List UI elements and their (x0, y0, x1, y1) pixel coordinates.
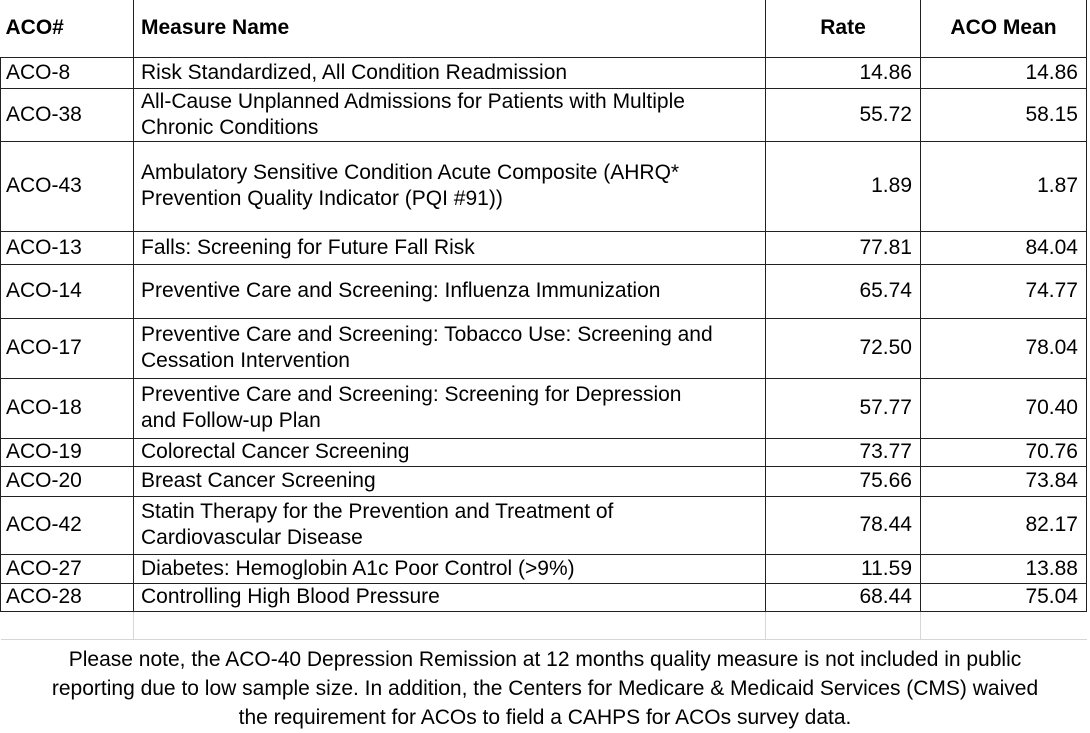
header-row: ACO# Measure Name Rate ACO Mean (0, 0, 1087, 58)
rate-cell: 14.86 (765, 56, 921, 89)
aco-number-cell: ACO-42 (0, 495, 134, 555)
table-row: ACO-20 Breast Cancer Screening 75.66 73.… (0, 465, 1087, 497)
aco-mean-cell: 78.04 (920, 317, 1087, 379)
rate-cell: 65.74 (765, 263, 921, 319)
aco-mean-cell: 1.87 (920, 140, 1087, 232)
rate-cell: 78.44 (765, 495, 921, 555)
aco-number-cell: ACO-20 (0, 465, 134, 497)
table-row: ACO-13 Falls: Screening for Future Fall … (0, 230, 1087, 265)
aco-mean-cell: 70.76 (920, 437, 1087, 467)
aco-mean-cell: 73.84 (920, 465, 1087, 497)
aco-mean-cell: 70.40 (920, 377, 1087, 439)
aco-mean-cell: 84.04 (920, 230, 1087, 265)
measure-name-cell: Statin Therapy for the Prevention and Tr… (133, 495, 766, 555)
aco-number-cell: ACO-28 (0, 582, 134, 612)
measure-name-cell: Preventive Care and Screening: Influenza… (133, 263, 766, 319)
footnote: Please note, the ACO-40 Depression Remis… (0, 640, 1090, 733)
aco-mean-cell: 14.86 (920, 56, 1087, 89)
table-row: ACO-19 Colorectal Cancer Screening 73.77… (0, 437, 1087, 467)
rate-cell: 77.81 (765, 230, 921, 265)
empty-spacer-row (0, 611, 1087, 640)
column-header-rate: Rate (765, 0, 921, 58)
aco-mean-cell: 74.77 (920, 263, 1087, 319)
measure-name-cell: Ambulatory Sensitive Condition Acute Com… (133, 140, 766, 232)
rate-cell: 75.66 (765, 465, 921, 497)
rate-cell: 73.77 (765, 437, 921, 467)
aco-number-cell: ACO-13 (0, 230, 134, 265)
empty-cell (765, 611, 921, 640)
rate-cell: 11.59 (765, 553, 921, 584)
measure-name-cell: All-Cause Unplanned Admissions for Patie… (133, 87, 766, 142)
aco-mean-cell: 58.15 (920, 87, 1087, 142)
aco-number-cell: ACO-18 (0, 377, 134, 439)
column-header-measure-name: Measure Name (133, 0, 766, 58)
aco-number-cell: ACO-27 (0, 553, 134, 584)
aco-quality-measures-table: ACO# Measure Name Rate ACO Mean ACO-8 Ri… (0, 0, 1087, 640)
rate-cell: 1.89 (765, 140, 921, 232)
table-row: ACO-28 Controlling High Blood Pressure 6… (0, 582, 1087, 612)
column-header-aco-number: ACO# (0, 0, 134, 58)
measure-name-cell: Preventive Care and Screening: Screening… (133, 377, 766, 439)
table-row: ACO-18 Preventive Care and Screening: Sc… (0, 377, 1087, 439)
rate-cell: 68.44 (765, 582, 921, 612)
aco-mean-cell: 75.04 (920, 582, 1087, 612)
aco-number-cell: ACO-14 (0, 263, 134, 319)
table-row: ACO-42 Statin Therapy for the Prevention… (0, 495, 1087, 555)
table-row: ACO-38 All-Cause Unplanned Admissions fo… (0, 87, 1087, 142)
empty-cell (133, 611, 766, 640)
column-header-aco-mean: ACO Mean (920, 0, 1087, 58)
measure-name-cell: Diabetes: Hemoglobin A1c Poor Control (>… (133, 553, 766, 584)
empty-cell (0, 611, 134, 640)
measure-name-cell: Falls: Screening for Future Fall Risk (133, 230, 766, 265)
table-header: ACO# Measure Name Rate ACO Mean (0, 0, 1087, 58)
measure-name-cell: Breast Cancer Screening (133, 465, 766, 497)
measure-name-cell: Colorectal Cancer Screening (133, 437, 766, 467)
measure-name-cell: Risk Standardized, All Condition Readmis… (133, 56, 766, 89)
aco-mean-cell: 13.88 (920, 553, 1087, 584)
measure-name-cell: Preventive Care and Screening: Tobacco U… (133, 317, 766, 379)
aco-number-cell: ACO-8 (0, 56, 134, 89)
table-row: ACO-43 Ambulatory Sensitive Condition Ac… (0, 140, 1087, 232)
table-row: ACO-17 Preventive Care and Screening: To… (0, 317, 1087, 379)
table-row: ACO-8 Risk Standardized, All Condition R… (0, 56, 1087, 89)
empty-cell (920, 611, 1087, 640)
table-body: ACO-8 Risk Standardized, All Condition R… (0, 56, 1087, 640)
aco-number-cell: ACO-43 (0, 140, 134, 232)
rate-cell: 55.72 (765, 87, 921, 142)
aco-number-cell: ACO-38 (0, 87, 134, 142)
aco-number-cell: ACO-19 (0, 437, 134, 467)
measure-name-cell: Controlling High Blood Pressure (133, 582, 766, 612)
table-row: ACO-27 Diabetes: Hemoglobin A1c Poor Con… (0, 553, 1087, 584)
aco-mean-cell: 82.17 (920, 495, 1087, 555)
rate-cell: 72.50 (765, 317, 921, 379)
aco-number-cell: ACO-17 (0, 317, 134, 379)
rate-cell: 57.77 (765, 377, 921, 439)
table-row: ACO-14 Preventive Care and Screening: In… (0, 263, 1087, 319)
